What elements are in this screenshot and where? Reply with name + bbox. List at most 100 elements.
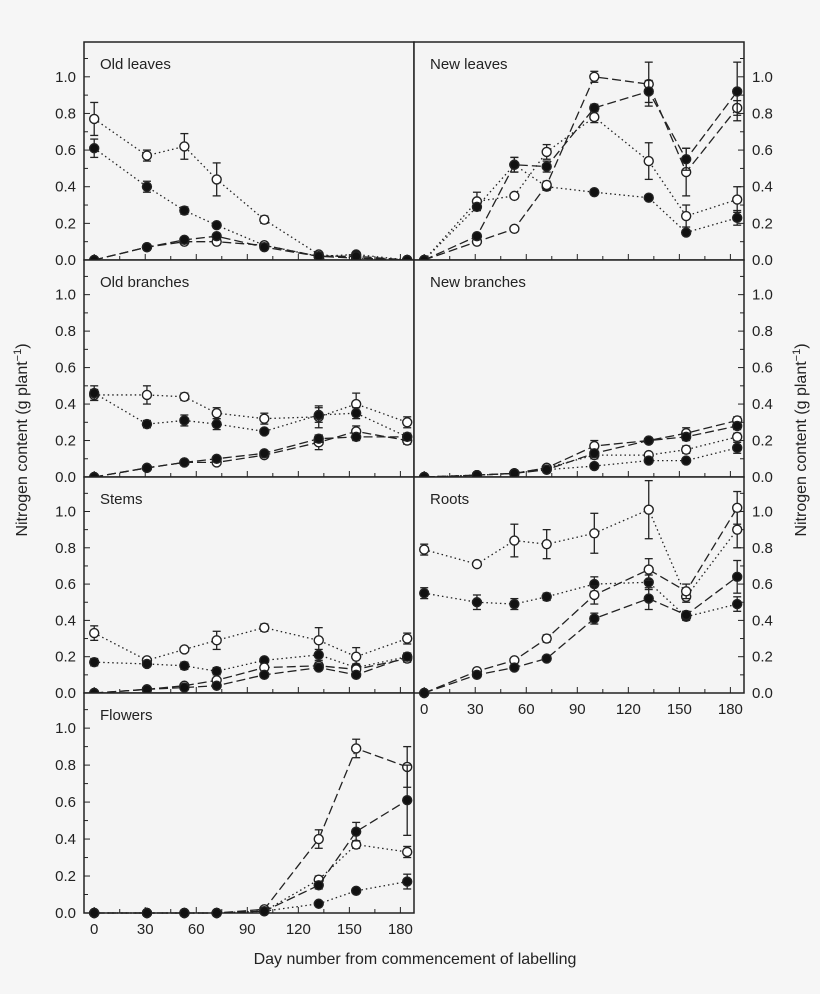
data-point <box>141 658 153 670</box>
data-point <box>401 633 413 644</box>
data-point <box>471 230 483 242</box>
series-line <box>94 799 408 914</box>
data-point <box>731 502 743 514</box>
y-tick-label: 0.4 <box>55 179 76 196</box>
data-point <box>211 635 222 646</box>
y-tick-label: 1.0 <box>752 69 773 86</box>
data-point <box>350 669 362 681</box>
y-tick-label: 0.0 <box>752 252 773 269</box>
data-point <box>89 387 100 399</box>
data-point <box>680 609 692 621</box>
data-point <box>179 660 190 671</box>
panel-frame <box>413 259 745 478</box>
data-point <box>89 627 100 639</box>
data-point <box>509 159 520 170</box>
data-point <box>589 111 600 123</box>
data-point <box>179 682 190 693</box>
series-line <box>94 436 408 478</box>
y-tick-label: 0.0 <box>55 469 76 486</box>
y-tick-label: 0.6 <box>752 576 773 593</box>
data-point <box>731 442 743 454</box>
y-tick-label: 0.0 <box>752 685 773 702</box>
y-tick-label: 1.0 <box>55 287 76 304</box>
data-point <box>643 435 654 446</box>
series-0 <box>419 479 743 603</box>
data-point <box>259 448 270 459</box>
y-tick-label: 0.6 <box>55 794 76 811</box>
panel-title: New branches <box>430 274 526 291</box>
data-point <box>141 418 153 430</box>
y-tick-label: 0.8 <box>752 105 773 122</box>
data-point <box>509 662 520 673</box>
data-point <box>141 241 153 253</box>
data-point <box>141 181 153 192</box>
x-tick-label: 180 <box>388 921 413 938</box>
y-axis-label-left: Nitrogen content (g plant−1) <box>12 343 31 536</box>
data-point <box>350 743 362 754</box>
x-tick-label: 90 <box>239 921 256 938</box>
series-line <box>423 576 738 694</box>
panel-title: Stems <box>100 491 143 508</box>
x-tick-label: 120 <box>616 701 641 718</box>
data-point <box>419 587 430 599</box>
data-point <box>731 431 743 443</box>
data-point <box>589 460 600 472</box>
data-point <box>589 448 600 459</box>
data-point <box>401 846 413 858</box>
data-point <box>211 453 222 464</box>
data-point <box>643 155 654 167</box>
panel-old-leaves: Old leaves 0.0 0.2 0.4 0.6 0.8 1.0 <box>55 41 415 269</box>
y-tick-label: 0.4 <box>55 612 76 629</box>
data-point <box>589 589 600 601</box>
data-point <box>179 907 190 919</box>
data-point <box>313 898 324 909</box>
y-tick-label: 0.6 <box>55 142 76 159</box>
y-tick-label: 0.8 <box>752 323 773 340</box>
data-point <box>89 143 100 154</box>
y-tick-label: 0.0 <box>55 685 76 702</box>
data-point <box>211 174 222 185</box>
series-line <box>423 76 738 261</box>
panel-stems: Stems 0.0 0.2 0.4 0.6 0.8 1.0 <box>55 476 415 702</box>
data-point <box>313 433 324 444</box>
data-point <box>680 455 692 466</box>
data-point <box>313 649 324 661</box>
series-3 <box>89 764 413 919</box>
x-tick-label: 0 <box>90 921 98 938</box>
data-point <box>401 651 413 662</box>
series-line <box>424 425 738 478</box>
series-line <box>93 147 408 261</box>
data-point <box>313 833 324 845</box>
y-tick-label: 1.0 <box>752 287 773 304</box>
series-line <box>93 626 408 662</box>
y-tick-label: 1.0 <box>752 503 773 520</box>
data-point <box>350 651 362 662</box>
data-point <box>313 635 324 646</box>
panel-title: Roots <box>430 491 469 508</box>
y-tick-label: 1.0 <box>55 720 76 737</box>
data-point <box>141 389 153 401</box>
data-point <box>89 907 100 919</box>
y-tick-label: 0.6 <box>55 360 76 377</box>
data-point <box>211 407 222 419</box>
panel-frame <box>83 692 415 914</box>
y-tick-label: 0.6 <box>752 142 773 159</box>
y-tick-label: 1.0 <box>55 69 76 86</box>
panel-title: Old branches <box>100 274 189 291</box>
y-tick-label: 0.4 <box>55 396 76 413</box>
series-line <box>423 163 738 261</box>
data-point <box>731 86 743 97</box>
data-point <box>89 113 100 125</box>
data-point <box>589 528 600 539</box>
data-point <box>259 241 270 253</box>
data-point <box>589 102 600 114</box>
data-point <box>589 187 600 198</box>
y-tick-label: 0.2 <box>752 649 773 666</box>
data-point <box>643 455 654 466</box>
y-tick-label: 0.8 <box>55 105 76 122</box>
x-tick-label: 150 <box>337 921 362 938</box>
panel-new-leaves: New leaves 0.0 0.2 0.4 0.6 0.8 1.0 <box>413 41 773 269</box>
y-tick-label: 0.0 <box>752 469 773 486</box>
data-point <box>541 161 552 172</box>
data-point <box>731 212 743 224</box>
